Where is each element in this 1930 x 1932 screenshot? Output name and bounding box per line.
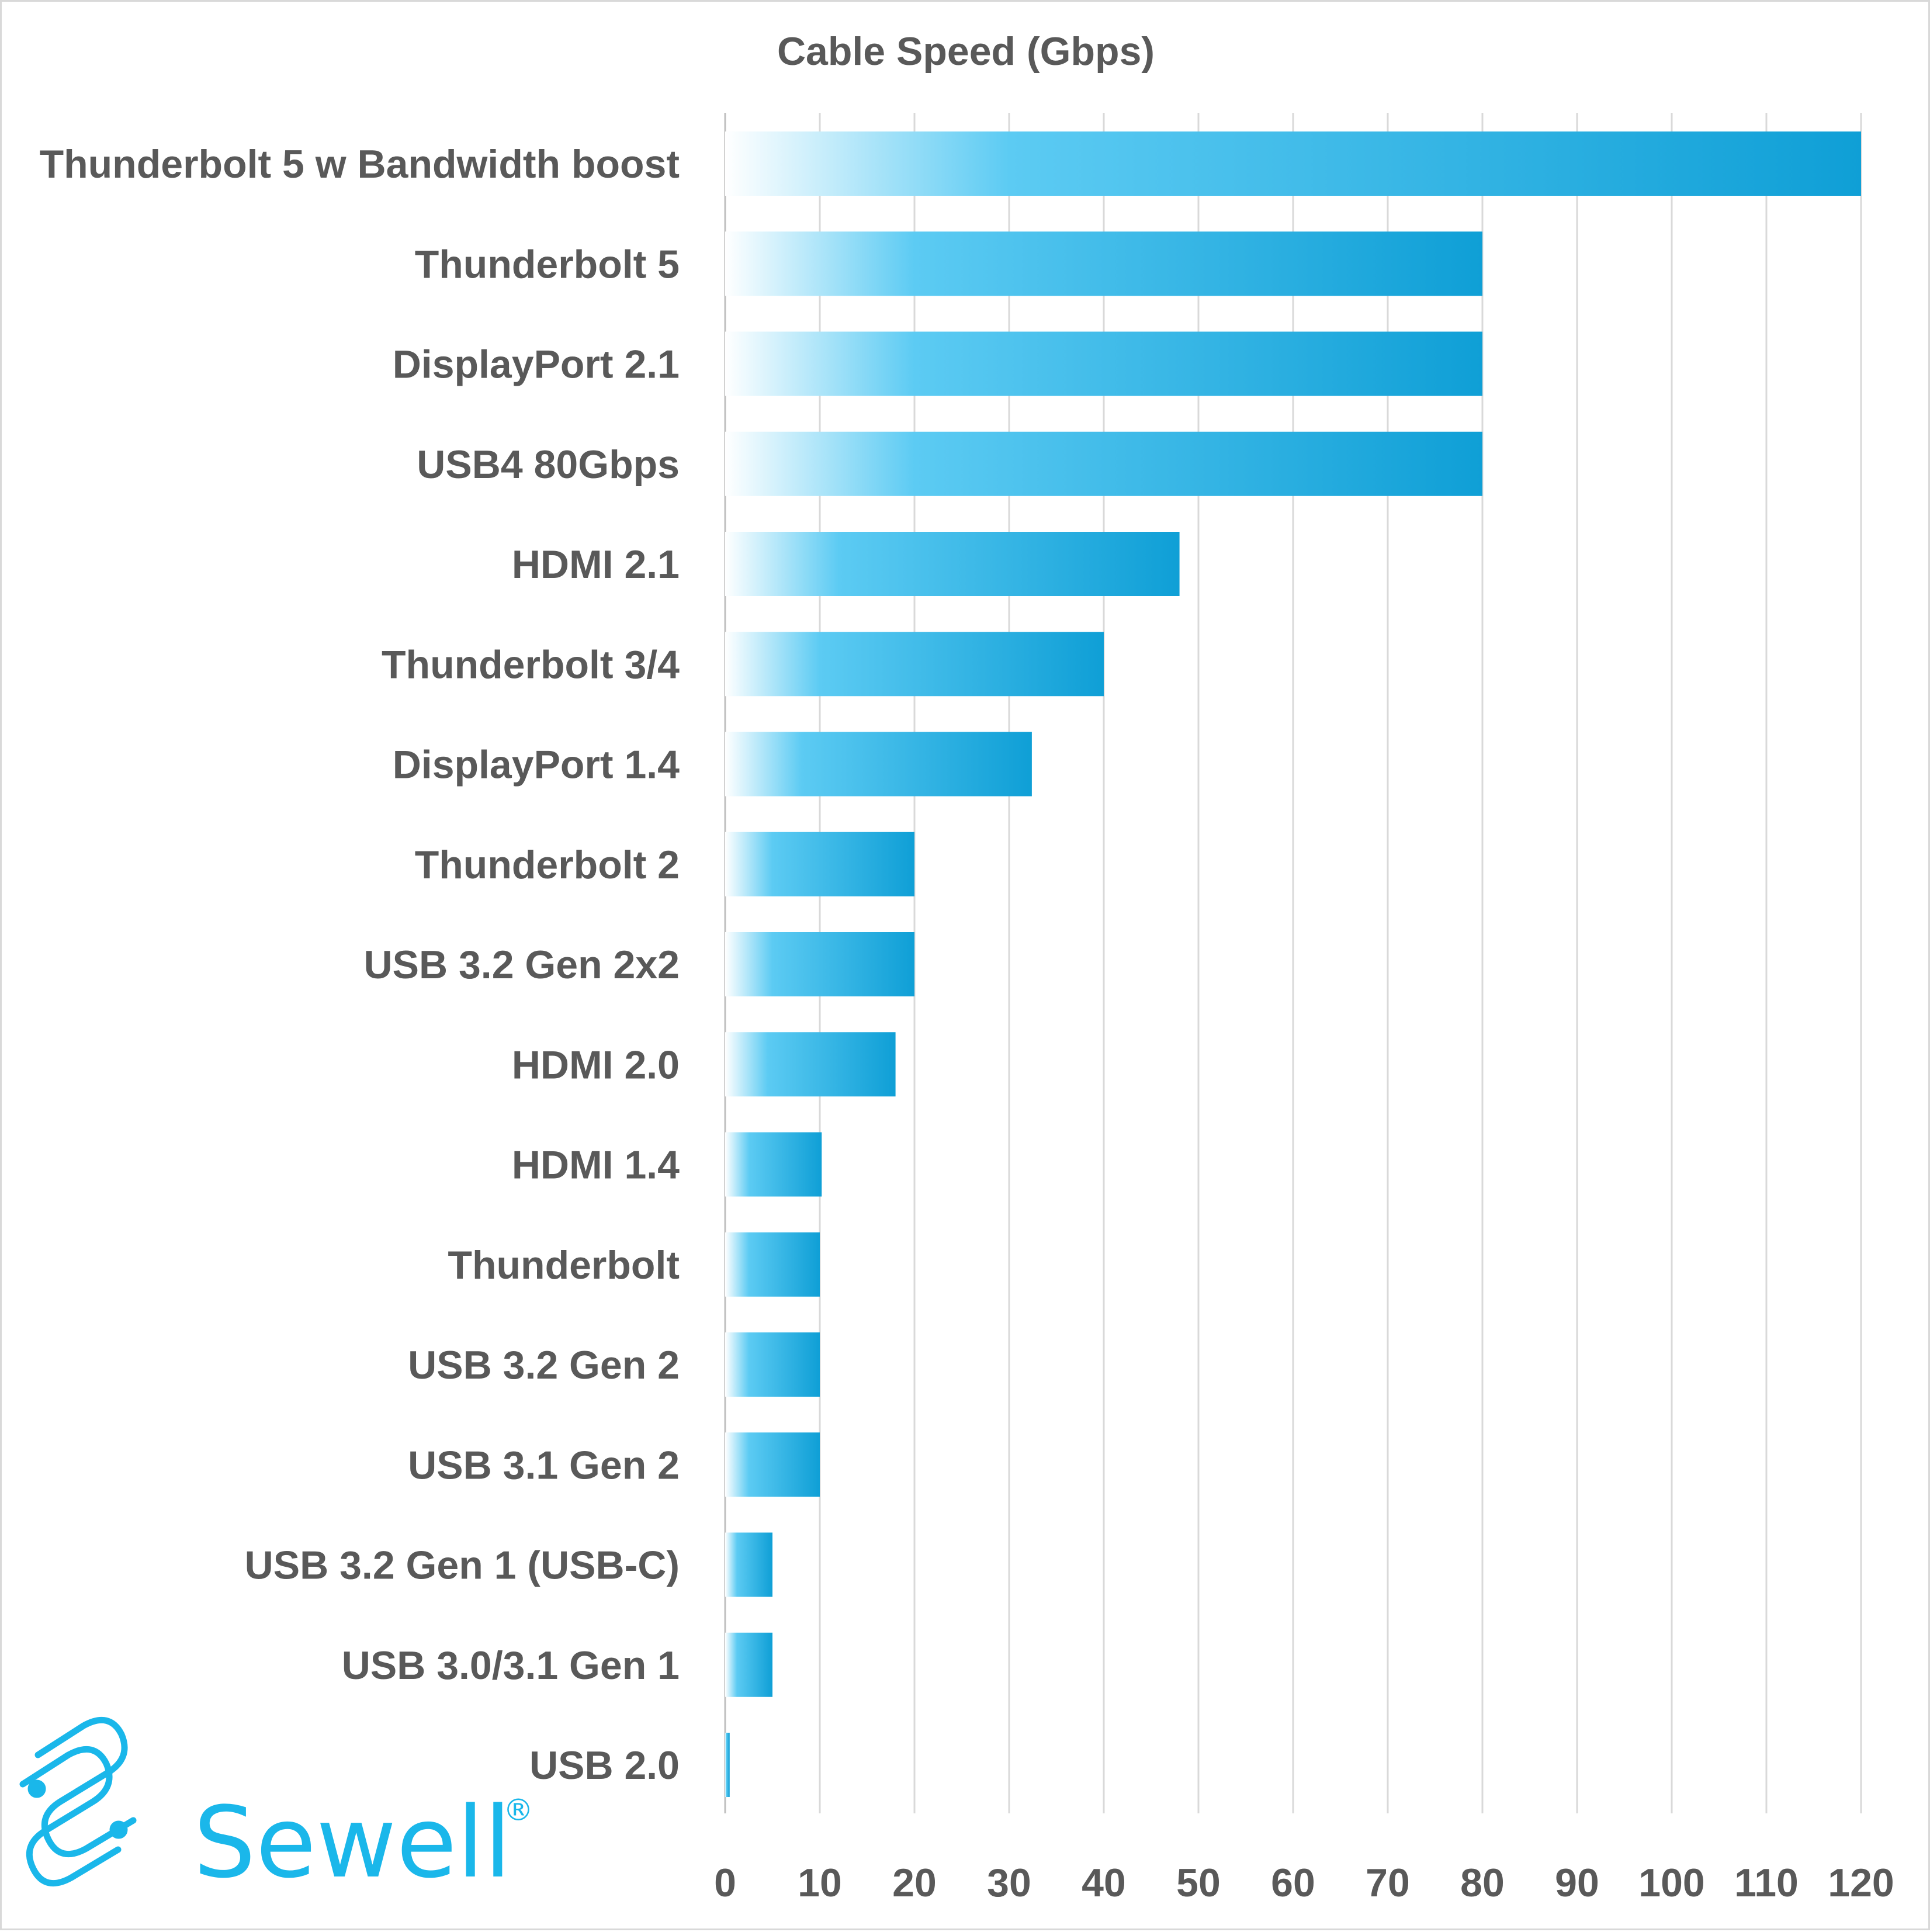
x-tick-label: 0 xyxy=(714,1861,736,1905)
x-tick-label: 40 xyxy=(1082,1861,1126,1905)
category-label: USB4 80Gbps xyxy=(417,442,680,487)
category-label: Thunderbolt xyxy=(448,1243,680,1287)
category-label: HDMI 2.1 xyxy=(512,542,680,587)
x-tick-label: 20 xyxy=(892,1861,937,1905)
bar xyxy=(725,231,1482,296)
bar xyxy=(725,632,1104,697)
bar xyxy=(725,1232,820,1297)
category-label: Thunderbolt 3/4 xyxy=(382,642,680,687)
bars xyxy=(725,131,1861,1797)
bar xyxy=(725,1532,772,1597)
chain-link-s-icon xyxy=(19,1716,137,1887)
category-label: DisplayPort 1.4 xyxy=(393,743,680,787)
bar xyxy=(725,431,1482,496)
x-tick-label: 60 xyxy=(1271,1861,1315,1905)
x-tick-label: 90 xyxy=(1555,1861,1599,1905)
bar xyxy=(725,1032,896,1097)
category-label: USB 2.0 xyxy=(529,1743,680,1788)
category-label: USB 3.2 Gen 2x2 xyxy=(364,943,680,987)
x-tick-label: 100 xyxy=(1638,1861,1704,1905)
category-label: USB 3.2 Gen 2 xyxy=(408,1343,680,1387)
x-tick-label: 30 xyxy=(987,1861,1031,1905)
bar xyxy=(725,131,1861,196)
bar xyxy=(725,932,914,996)
category-label: HDMI 2.0 xyxy=(512,1043,680,1087)
category-label: USB 3.2 Gen 1 (USB-C) xyxy=(245,1543,680,1588)
category-label: USB 3.1 Gen 2 xyxy=(408,1443,680,1487)
bar xyxy=(725,1632,772,1697)
chart-title: Cable Speed (Gbps) xyxy=(777,29,1155,74)
category-label: Thunderbolt 5 w Bandwidth boost xyxy=(40,142,680,186)
x-tick-label: 120 xyxy=(1828,1861,1894,1905)
bar xyxy=(725,1432,820,1497)
bar xyxy=(725,331,1482,396)
bar xyxy=(725,1332,820,1397)
category-label: USB 3.0/3.1 Gen 1 xyxy=(342,1643,680,1688)
x-axis-tick-labels: 0 10 20 30 40 50 60 70 80 90 100 110 120 xyxy=(714,1861,1894,1905)
brand-name: Sewell xyxy=(193,1785,511,1900)
x-tick-label: 80 xyxy=(1460,1861,1505,1905)
x-tick-label: 110 xyxy=(1734,1861,1799,1905)
bar xyxy=(725,532,1180,596)
category-label: DisplayPort 2.1 xyxy=(393,342,680,387)
x-tick-label: 50 xyxy=(1176,1861,1221,1905)
category-label: HDMI 1.4 xyxy=(512,1143,680,1187)
brand-registered-mark: ® xyxy=(503,1793,533,1828)
bar xyxy=(725,732,1032,797)
category-label: Thunderbolt 5 xyxy=(415,242,680,286)
bar xyxy=(725,832,914,896)
x-tick-label: 10 xyxy=(798,1861,842,1905)
sewell-logo: Sewell ® xyxy=(19,1716,533,1900)
bar xyxy=(725,1132,822,1197)
x-tick-label: 70 xyxy=(1366,1861,1410,1905)
category-label: Thunderbolt 2 xyxy=(415,843,680,887)
category-labels: Thunderbolt 5 w Bandwidth boost Thunderbo… xyxy=(40,142,680,1788)
bar xyxy=(725,1733,730,1797)
